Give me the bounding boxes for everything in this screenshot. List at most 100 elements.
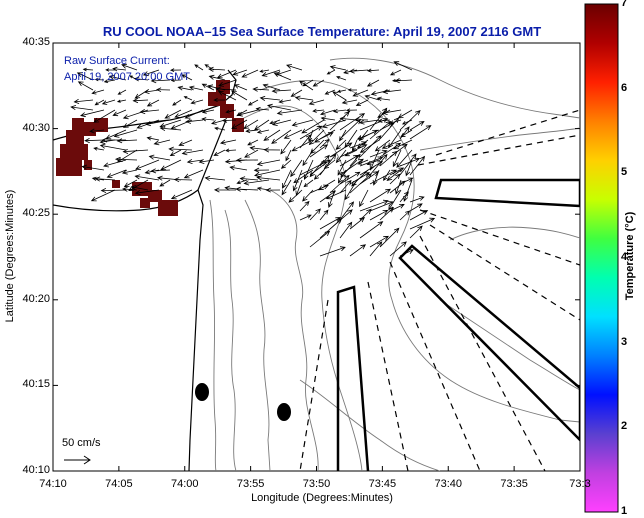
current-vector-arrow <box>208 74 226 81</box>
current-vector-arrow <box>256 175 281 181</box>
current-vector-arrow <box>146 99 160 107</box>
current-vector-arrow <box>370 89 391 96</box>
current-vector-arrow <box>70 105 94 111</box>
current-vector-arrow <box>319 132 334 140</box>
inset-label-line2: April 19, 2007 20:00 GMT <box>64 71 190 83</box>
current-vector-arrow <box>90 189 116 202</box>
current-vector-arrow <box>319 153 337 176</box>
current-vector-arrow <box>309 208 321 221</box>
current-vector-arrow <box>271 88 292 94</box>
current-vector-arrow <box>81 164 105 171</box>
current-vector-arrow <box>243 179 270 186</box>
shipping-lanes <box>299 109 580 471</box>
current-vector-arrow <box>329 174 350 194</box>
current-vector-arrow <box>247 99 259 106</box>
current-vector-arrow <box>183 169 204 179</box>
current-vector-arrow <box>265 187 281 193</box>
colorbar-tick-label: 1 <box>621 505 628 517</box>
current-vector-arrow <box>326 69 336 75</box>
current-vector-arrow <box>369 201 394 212</box>
current-vector-arrow <box>122 119 138 128</box>
current-vector-arrow <box>337 89 347 93</box>
current-vector-arrow <box>143 88 160 94</box>
current-vector-arrow <box>93 109 116 123</box>
current-vector-arrow <box>366 79 380 87</box>
x-tick-label: 73:3 <box>569 478 591 490</box>
current-vector-arrow <box>201 83 215 91</box>
current-vector-arrow <box>135 159 160 170</box>
current-vector-arrow <box>106 169 127 178</box>
current-vector-arrow <box>409 217 436 230</box>
current-vector-arrow <box>108 74 127 81</box>
current-vector-arrow <box>217 90 237 101</box>
current-vector-arrow <box>254 119 270 131</box>
current-vector-arrow <box>399 126 410 140</box>
scale-label: 50 cm/s <box>62 437 101 449</box>
current-vector-arrow <box>173 177 193 183</box>
current-vector-arrow <box>178 139 193 146</box>
y-tick-label: 40:10 <box>22 464 50 476</box>
current-vector-arrow <box>381 139 402 149</box>
current-vector-arrow <box>237 109 259 117</box>
x-axis-label: Longitude (Degrees:Minutes) <box>251 492 393 504</box>
current-vector-arrow <box>299 80 314 91</box>
current-vector-arrow <box>213 187 237 193</box>
coastline <box>53 189 204 471</box>
current-vector-arrow <box>76 72 94 81</box>
current-vector-arrow <box>215 86 237 92</box>
current-vector-arrow <box>352 89 369 97</box>
current-vector-arrow <box>236 179 248 185</box>
current-vector-arrow <box>399 153 417 176</box>
current-vector-arrow <box>382 89 402 95</box>
x-tick-label: 73:45 <box>368 478 397 490</box>
current-vector-arrow <box>332 108 347 114</box>
current-vector-arrow <box>155 87 171 93</box>
current-vector-arrow <box>299 200 310 212</box>
current-vector-arrow <box>349 244 367 257</box>
current-vector-arrow <box>389 241 407 257</box>
current-vector-arrow <box>150 78 171 84</box>
current-vector-arrow <box>103 159 127 168</box>
current-vector-arrow <box>198 158 215 164</box>
current-vector-arrow <box>235 186 259 192</box>
x-tick-label: 73:40 <box>434 478 463 490</box>
buoy-marker-1 <box>195 383 209 401</box>
current-vector-arrow <box>132 98 149 104</box>
current-vector-arrow <box>399 109 421 131</box>
current-vector-arrow <box>294 95 314 101</box>
current-vector-arrow <box>409 155 426 176</box>
current-vector-arrow <box>349 68 369 74</box>
current-vector-arrow <box>280 139 292 155</box>
current-vector-arrow <box>139 109 160 115</box>
colorbar-tick-label: 4 <box>621 251 628 263</box>
y-tick-label: 40:20 <box>22 292 50 305</box>
current-vector-arrow <box>369 107 388 131</box>
current-vector-arrow <box>201 117 215 122</box>
current-vector-arrow <box>319 217 342 230</box>
colorbar-label: Temperature (°C) <box>624 211 636 301</box>
x-tick-label: 73:55 <box>236 478 265 490</box>
current-vector-arrow <box>194 64 204 71</box>
current-vector-arrow <box>190 99 204 105</box>
current-vector-arrow <box>372 169 380 186</box>
current-vector-arrow <box>386 169 402 181</box>
x-tick-label: 74:05 <box>105 478 133 490</box>
current-vectors <box>70 61 436 257</box>
current-vector-arrow <box>169 68 182 72</box>
current-vector-arrow <box>359 221 384 239</box>
current-vector-arrow <box>337 159 347 176</box>
current-vector-arrow <box>170 78 182 83</box>
current-vector-arrow <box>355 99 369 106</box>
current-vector-arrow <box>216 69 237 79</box>
current-vector-arrow <box>359 118 389 131</box>
current-vector-arrow <box>181 149 204 156</box>
current-vector-arrow <box>405 159 413 177</box>
current-vector-arrow <box>341 99 358 105</box>
current-vector-arrow <box>369 120 392 140</box>
inset-label-line1: Raw Surface Current: <box>64 55 170 67</box>
current-vector-arrow <box>359 199 389 212</box>
colorbar-tick-label: 3 <box>621 335 628 348</box>
current-vector-arrow <box>214 126 226 131</box>
current-vector-arrow <box>256 129 270 134</box>
current-vector-arrow <box>122 148 149 154</box>
